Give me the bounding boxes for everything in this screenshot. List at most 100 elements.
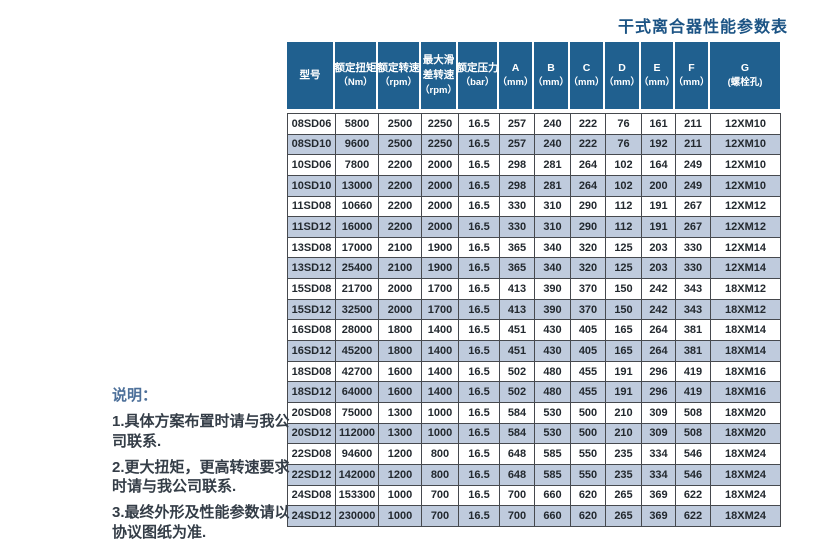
table-cell: 13SD08 — [288, 237, 336, 259]
table-cell: 334 — [642, 444, 676, 465]
table-cell: 502 — [500, 361, 535, 383]
notes-section: 说明： 1.具体方案布置时请与我公司联系. 2.更大扭矩，更高转速要求时请与我公… — [112, 384, 292, 549]
note-item: 2.更大扭矩，更高转速要求时请与我公司联系. — [112, 458, 290, 496]
table-cell: 240 — [535, 114, 571, 135]
page-title: 干式离合器性能参数表 — [617, 19, 788, 36]
table-cell: 13SD12 — [288, 258, 336, 280]
table-cell: 249 — [676, 155, 711, 176]
table-cell: 480 — [535, 382, 571, 403]
table-cell: 16SD12 — [288, 341, 336, 362]
column-header: D （mm） — [604, 42, 641, 109]
table-cell: 16.5 — [459, 382, 500, 403]
table-cell: 1200 — [379, 464, 422, 486]
table-cell: 390 — [535, 279, 571, 300]
table-cell: 451 — [500, 320, 535, 342]
table-cell: 102 — [606, 155, 642, 176]
table-cell: 267 — [676, 196, 711, 218]
table-cell: 76 — [606, 134, 642, 156]
table-cell: 12XM14 — [711, 258, 781, 280]
table-cell: 330 — [676, 237, 711, 259]
table-cell: 112 — [606, 217, 642, 238]
column-header: E （mm） — [639, 42, 675, 109]
table-cell: 546 — [676, 444, 711, 465]
table-cell: 369 — [642, 485, 676, 507]
table-cell: 546 — [676, 464, 711, 486]
table-cell: 16.5 — [459, 114, 500, 135]
table-cell: 211 — [676, 134, 711, 156]
table-cell: 18SD12 — [288, 382, 336, 403]
table-cell: 12XM10 — [711, 134, 781, 156]
table-cell: 165 — [606, 341, 642, 362]
table-cell: 165 — [606, 320, 642, 342]
table-cell: 343 — [676, 299, 711, 321]
table-cell: 585 — [535, 444, 571, 465]
column-header: 额定压力 （bar） — [457, 42, 499, 109]
table-cell: 320 — [571, 258, 606, 280]
table-cell: 16.5 — [459, 464, 500, 486]
table-cell: 24SD08 — [288, 485, 336, 507]
table-cell: 1900 — [422, 258, 459, 280]
table-cell: 161 — [642, 114, 676, 135]
table-cell: 1000 — [379, 485, 422, 507]
table-cell: 1600 — [379, 382, 422, 403]
table-body: 08SD06 5800 2500 2250 16.5 257 240 222 76 161 211 1… — [287, 113, 781, 527]
table-cell: 700 — [422, 485, 459, 507]
table-cell: 1400 — [422, 361, 459, 383]
table-cell: 10660 — [336, 196, 379, 218]
table-cell: 620 — [571, 485, 606, 507]
table-cell: 16.5 — [459, 506, 500, 527]
table-cell: 700 — [500, 485, 535, 507]
table-cell: 125 — [606, 237, 642, 259]
table-cell: 64000 — [336, 382, 379, 403]
table-cell: 334 — [642, 464, 676, 486]
table-cell: 365 — [500, 258, 535, 280]
table-cell: 235 — [606, 444, 642, 465]
table-cell: 508 — [676, 402, 711, 424]
table-cell: 32500 — [336, 299, 379, 321]
table-cell: 16.5 — [459, 423, 500, 445]
table-cell: 455 — [571, 361, 606, 383]
table-cell: 2100 — [379, 237, 422, 259]
table-cell: 298 — [500, 155, 535, 176]
table-cell: 112 — [606, 196, 642, 218]
table-cell: 370 — [571, 299, 606, 321]
table-cell: 310 — [535, 196, 571, 218]
table-cell: 16.5 — [459, 217, 500, 238]
table-cell: 330 — [500, 217, 535, 238]
table-cell: 370 — [571, 279, 606, 300]
table-cell: 12XM10 — [711, 175, 781, 197]
table-cell: 18XM16 — [711, 382, 781, 403]
table-cell: 125 — [606, 258, 642, 280]
table-cell: 1800 — [379, 341, 422, 362]
table-cell: 242 — [642, 299, 676, 321]
table-cell: 22SD08 — [288, 444, 336, 465]
table-cell: 430 — [535, 341, 571, 362]
table-cell: 242 — [642, 279, 676, 300]
table-cell: 430 — [535, 320, 571, 342]
table-cell: 203 — [642, 258, 676, 280]
table-cell: 16.5 — [459, 279, 500, 300]
table-cell: 502 — [500, 382, 535, 403]
table-cell: 290 — [571, 196, 606, 218]
table-cell: 16.5 — [459, 485, 500, 507]
table-cell: 310 — [535, 217, 571, 238]
table-cell: 18XM16 — [711, 361, 781, 383]
table-cell: 21700 — [336, 279, 379, 300]
table-cell: 142000 — [336, 464, 379, 486]
table-cell: 16.5 — [459, 134, 500, 156]
table-cell: 22SD12 — [288, 464, 336, 486]
table-cell: 153300 — [336, 485, 379, 507]
table-cell: 265 — [606, 485, 642, 507]
table-cell: 340 — [535, 237, 571, 259]
table-cell: 309 — [642, 402, 676, 424]
table-cell: 622 — [676, 485, 711, 507]
table-cell: 28000 — [336, 320, 379, 342]
table-cell: 381 — [676, 341, 711, 362]
table-cell: 365 — [500, 237, 535, 259]
table-cell: 2250 — [422, 134, 459, 156]
table-cell: 16.5 — [459, 299, 500, 321]
column-header: A （mm） — [498, 42, 534, 109]
table-cell: 381 — [676, 320, 711, 342]
notes-heading: 说明： — [112, 387, 158, 404]
